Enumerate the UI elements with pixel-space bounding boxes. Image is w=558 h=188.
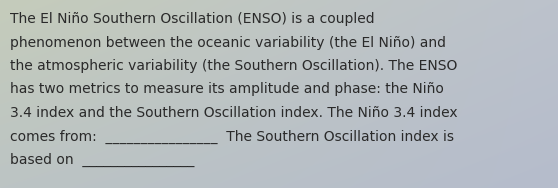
Text: the atmospheric variability (the Southern Oscillation). The ENSO: the atmospheric variability (the Souther… — [10, 59, 458, 73]
Text: has two metrics to measure its amplitude and phase: the Niño: has two metrics to measure its amplitude… — [10, 83, 444, 96]
Text: based on  ________________: based on ________________ — [10, 153, 194, 167]
Text: The El Niño Southern Oscillation (ENSO) is a coupled: The El Niño Southern Oscillation (ENSO) … — [10, 12, 374, 26]
Text: 3.4 index and the Southern Oscillation index. The Niño 3.4 index: 3.4 index and the Southern Oscillation i… — [10, 106, 458, 120]
Text: comes from:  ________________  The Southern Oscillation index is: comes from: ________________ The Souther… — [10, 130, 454, 144]
Text: phenomenon between the oceanic variability (the El Niño) and: phenomenon between the oceanic variabili… — [10, 36, 446, 49]
